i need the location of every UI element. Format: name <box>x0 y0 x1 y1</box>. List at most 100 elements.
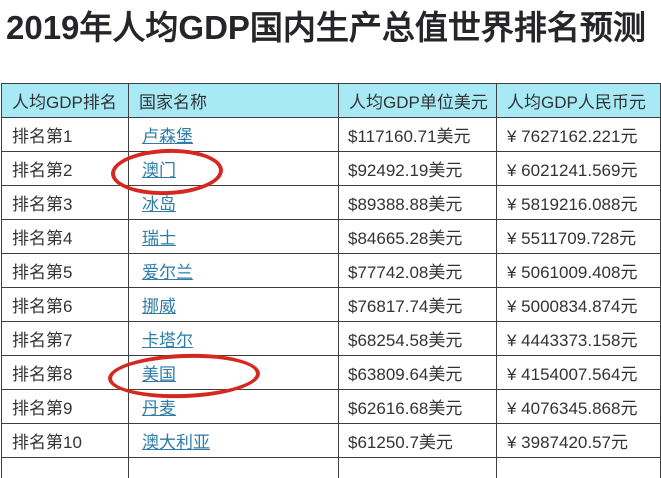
cny-cell: ¥ 4443373.158元 <box>497 322 661 356</box>
cny-cell: ¥ 4076345.868元 <box>497 390 661 424</box>
cny-value: ¥ 5511709.728元 <box>507 229 636 248</box>
cny-cell: ¥ 5061009.408元 <box>497 254 661 288</box>
header-rank: 人均GDP排名 <box>2 84 129 118</box>
table-row: 排名第10 澳大利亚 $61250.7美元 ¥ 3987420.57元 <box>2 424 661 458</box>
header-usd: 人均GDP单位美元 <box>339 84 497 118</box>
table-row: 排名第1 卢森堡 $117160.71美元 ¥ 7627162.221元 <box>2 118 661 152</box>
country-cell: 丹麦 <box>129 390 339 424</box>
cny-value: ¥ 4443373.158元 <box>507 331 637 350</box>
table-row: 排名第2 澳门 $92492.19美元 ¥ 6021241.569元 <box>2 152 661 186</box>
rank-label: 排名第10 <box>12 433 82 452</box>
usd-value: $68254.58美元 <box>348 331 462 350</box>
rank-cell: 排名第6 <box>2 288 129 322</box>
rank-cell: 排名第10 <box>2 424 129 458</box>
usd-value: $76817.74美元 <box>348 297 462 316</box>
rank-cell: 排名第9 <box>2 390 129 424</box>
rank-label: 排名第2 <box>12 161 72 180</box>
empty-cell <box>129 458 339 478</box>
table-row: 排名第4 瑞士 $84665.28美元 ¥ 5511709.728元 <box>2 220 661 254</box>
country-cell: 冰岛 <box>129 186 339 220</box>
header-country: 国家名称 <box>129 84 339 118</box>
usd-value: $84665.28美元 <box>348 229 462 248</box>
country-link[interactable]: 瑞士 <box>142 229 176 248</box>
usd-cell: $68254.58美元 <box>339 322 497 356</box>
country-link[interactable]: 丹麦 <box>142 399 176 418</box>
usd-cell: $76817.74美元 <box>339 288 497 322</box>
usd-value: $117160.71美元 <box>348 127 471 146</box>
usd-cell: $61250.7美元 <box>339 424 497 458</box>
usd-cell: $117160.71美元 <box>339 118 497 152</box>
country-link[interactable]: 爱尔兰 <box>142 263 193 282</box>
cny-value: ¥ 5000834.874元 <box>507 297 637 316</box>
gdp-ranking-table: 人均GDP排名 国家名称 人均GDP单位美元 人均GDP人民币元 排名第1 卢森… <box>1 83 661 478</box>
rank-label: 排名第5 <box>12 263 72 282</box>
usd-value: $77742.08美元 <box>348 263 462 282</box>
cny-cell: ¥ 6021241.569元 <box>497 152 661 186</box>
country-cell: 美国 <box>129 356 339 390</box>
cny-value: ¥ 4154007.564元 <box>507 365 637 384</box>
country-cell: 瑞士 <box>129 220 339 254</box>
usd-value: $62616.68美元 <box>348 399 462 418</box>
empty-cell <box>2 458 129 478</box>
country-link[interactable]: 美国 <box>142 365 176 384</box>
cny-cell: ¥ 4154007.564元 <box>497 356 661 390</box>
usd-cell: $84665.28美元 <box>339 220 497 254</box>
usd-value: $63809.64美元 <box>348 365 462 384</box>
country-cell: 澳大利亚 <box>129 424 339 458</box>
rank-label: 排名第1 <box>12 127 72 146</box>
usd-cell: $77742.08美元 <box>339 254 497 288</box>
country-link[interactable]: 卢森堡 <box>142 127 193 146</box>
empty-cell <box>497 458 661 478</box>
usd-value: $61250.7美元 <box>348 433 453 452</box>
rank-cell: 排名第5 <box>2 254 129 288</box>
cny-cell: ¥ 3987420.57元 <box>497 424 661 458</box>
country-cell: 挪威 <box>129 288 339 322</box>
country-link[interactable]: 冰岛 <box>142 195 176 214</box>
table-row: 排名第9 丹麦 $62616.68美元 ¥ 4076345.868元 <box>2 390 661 424</box>
table-row: 排名第8 美国 $63809.64美元 ¥ 4154007.564元 <box>2 356 661 390</box>
cny-value: ¥ 7627162.221元 <box>507 127 637 146</box>
cny-cell: ¥ 5819216.088元 <box>497 186 661 220</box>
cny-value: ¥ 4076345.868元 <box>507 399 637 418</box>
header-cny: 人均GDP人民币元 <box>497 84 661 118</box>
page-title: 2019年人均GDP国内生产总值世界排名预测 <box>6 6 657 50</box>
country-link[interactable]: 澳门 <box>142 161 176 180</box>
country-link[interactable]: 澳大利亚 <box>142 433 210 452</box>
page: { "title": "2019年人均GDP国内生产总值世界排名预测", "co… <box>0 6 661 470</box>
country-link[interactable]: 卡塔尔 <box>142 331 193 350</box>
rank-label: 排名第3 <box>12 195 72 214</box>
cny-cell: ¥ 7627162.221元 <box>497 118 661 152</box>
rank-label: 排名第7 <box>12 331 72 350</box>
cny-cell: ¥ 5000834.874元 <box>497 288 661 322</box>
table-row: 排名第6 挪威 $76817.74美元 ¥ 5000834.874元 <box>2 288 661 322</box>
rank-cell: 排名第3 <box>2 186 129 220</box>
partial-row <box>2 458 661 478</box>
country-cell: 卡塔尔 <box>129 322 339 356</box>
header-row: 人均GDP排名 国家名称 人均GDP单位美元 人均GDP人民币元 <box>2 84 661 118</box>
rank-label: 排名第9 <box>12 399 72 418</box>
usd-cell: $89388.88美元 <box>339 186 497 220</box>
rank-cell: 排名第1 <box>2 118 129 152</box>
rank-cell: 排名第2 <box>2 152 129 186</box>
usd-cell: $62616.68美元 <box>339 390 497 424</box>
usd-value: $92492.19美元 <box>348 161 462 180</box>
rank-cell: 排名第8 <box>2 356 129 390</box>
table-row: 排名第5 爱尔兰 $77742.08美元 ¥ 5061009.408元 <box>2 254 661 288</box>
rank-cell: 排名第7 <box>2 322 129 356</box>
cny-value: ¥ 3987420.57元 <box>507 433 628 452</box>
usd-value: $89388.88美元 <box>348 195 462 214</box>
table-row: 排名第7 卡塔尔 $68254.58美元 ¥ 4443373.158元 <box>2 322 661 356</box>
cny-cell: ¥ 5511709.728元 <box>497 220 661 254</box>
rank-label: 排名第6 <box>12 297 72 316</box>
rank-label: 排名第4 <box>12 229 72 248</box>
country-cell: 爱尔兰 <box>129 254 339 288</box>
table-header: 人均GDP排名 国家名称 人均GDP单位美元 人均GDP人民币元 <box>2 84 661 118</box>
country-cell: 卢森堡 <box>129 118 339 152</box>
country-cell: 澳门 <box>129 152 339 186</box>
usd-cell: $63809.64美元 <box>339 356 497 390</box>
country-link[interactable]: 挪威 <box>142 297 176 316</box>
table-body: 排名第1 卢森堡 $117160.71美元 ¥ 7627162.221元 排名第… <box>2 118 661 478</box>
empty-cell <box>339 458 497 478</box>
usd-cell: $92492.19美元 <box>339 152 497 186</box>
rank-label: 排名第8 <box>12 365 72 384</box>
